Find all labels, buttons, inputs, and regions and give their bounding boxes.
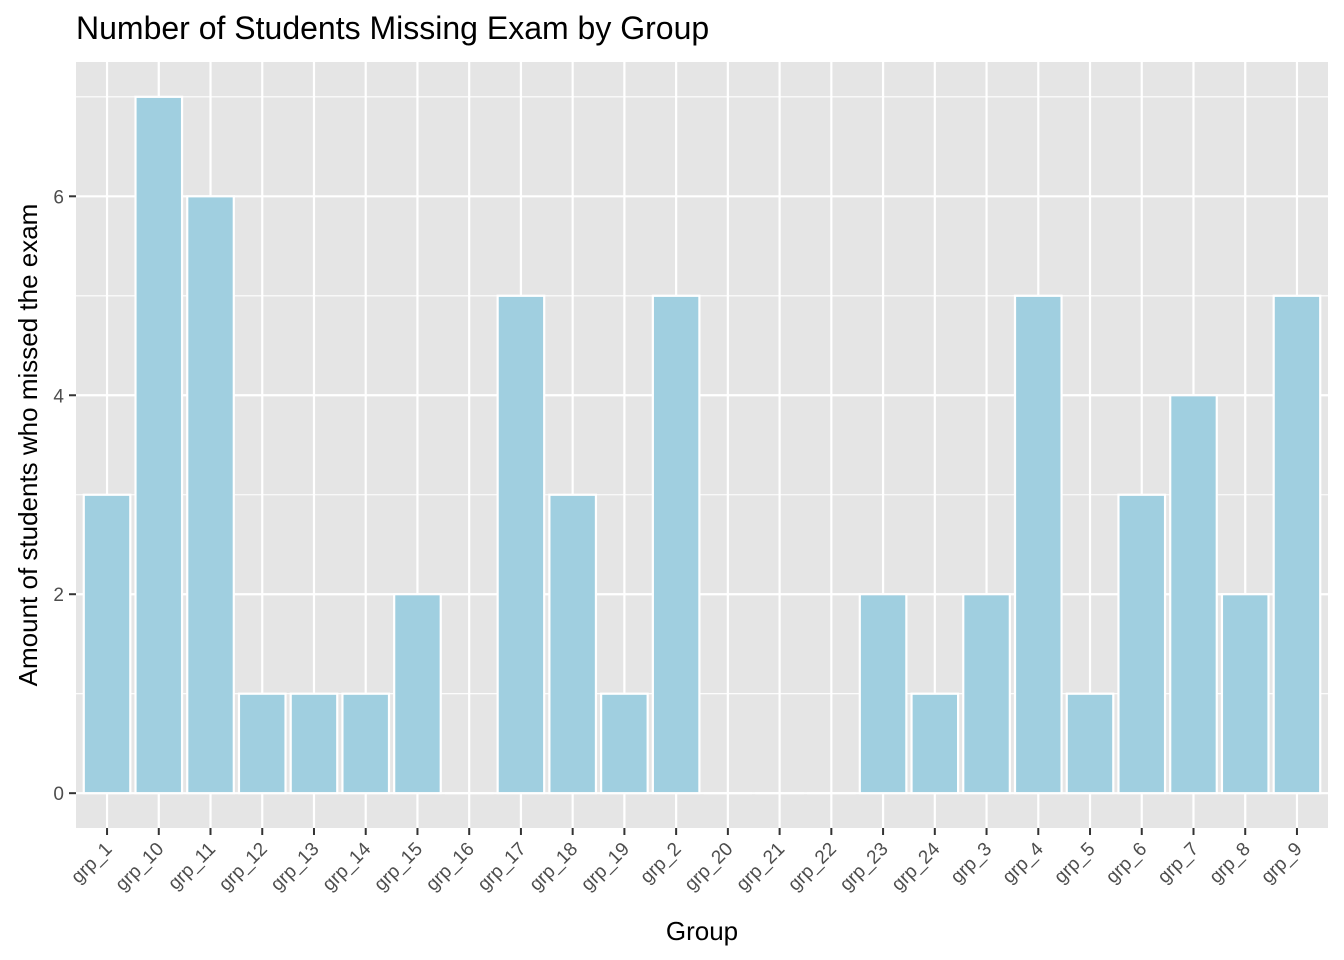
y-tick-label: 6 — [53, 187, 64, 208]
x-axis-title: Group — [666, 916, 738, 946]
x-tick-label: grp_5 — [1050, 839, 1099, 888]
x-tick-label: grp_1 — [67, 839, 116, 888]
x-tick-label: grp_11 — [164, 839, 220, 895]
bar-grp_8 — [1220, 593, 1270, 795]
x-tick-label: grp_21 — [732, 839, 789, 896]
x-tick-label: grp_18 — [526, 839, 583, 896]
bar-grp_9 — [1272, 294, 1322, 795]
x-tick-label: grp_22 — [784, 839, 841, 896]
x-tick-label: grp_7 — [1154, 839, 1203, 888]
x-tick-label: grp_9 — [1257, 839, 1306, 888]
bar-grp_24 — [910, 692, 960, 795]
bar-grp_6 — [1117, 493, 1167, 795]
bar-grp_15 — [393, 593, 442, 795]
chart-title: Number of Students Missing Exam by Group — [76, 10, 709, 46]
x-tick-label: grp_19 — [577, 839, 634, 896]
x-tick-label: grp_14 — [319, 838, 376, 895]
y-tick-label: 2 — [53, 585, 64, 606]
x-tick-label: grp_17 — [474, 839, 531, 896]
y-axis-title: Amount of students who missed the exam — [13, 204, 43, 687]
bar-grp_5 — [1065, 692, 1115, 795]
x-tick-label: grp_23 — [836, 839, 893, 896]
bar-grp_1 — [82, 493, 132, 795]
x-tick-label: grp_3 — [947, 839, 996, 888]
bar-grp_13 — [289, 692, 339, 795]
y-tick-label: 0 — [53, 784, 64, 805]
bar-grp_10 — [134, 95, 184, 795]
x-tick-label: grp_6 — [1102, 839, 1151, 888]
x-tick-label: grp_8 — [1206, 839, 1255, 888]
x-tick-label: grp_13 — [267, 839, 324, 896]
x-tick-label: grp_2 — [636, 839, 685, 888]
bar-grp_2 — [651, 294, 701, 795]
bar-grp_11 — [186, 195, 235, 795]
x-tick-label: grp_4 — [999, 838, 1049, 888]
x-tick-label: grp_24 — [888, 838, 945, 895]
bar-grp_23 — [858, 593, 908, 795]
bar-grp_7 — [1169, 394, 1218, 795]
x-tick-label: grp_20 — [681, 839, 738, 896]
bars — [82, 95, 1322, 795]
y-axis: 0 2 4 6 — [53, 187, 76, 805]
x-tick-label: grp_15 — [370, 839, 427, 896]
bar-grp_12 — [237, 692, 287, 795]
x-axis: grp_1grp_10grp_11grp_12grp_13grp_14grp_1… — [67, 828, 1306, 895]
x-tick-label: grp_16 — [422, 839, 479, 896]
bar-grp_18 — [548, 493, 598, 795]
bar-grp_17 — [496, 294, 546, 795]
bar-grp_3 — [962, 593, 1011, 795]
bar-grp_19 — [600, 692, 649, 795]
bar-grp_4 — [1013, 294, 1063, 795]
bar-grp_14 — [341, 692, 391, 795]
y-tick-label: 4 — [53, 386, 64, 407]
x-tick-label: grp_12 — [215, 839, 272, 896]
x-tick-label: grp_10 — [112, 839, 169, 896]
